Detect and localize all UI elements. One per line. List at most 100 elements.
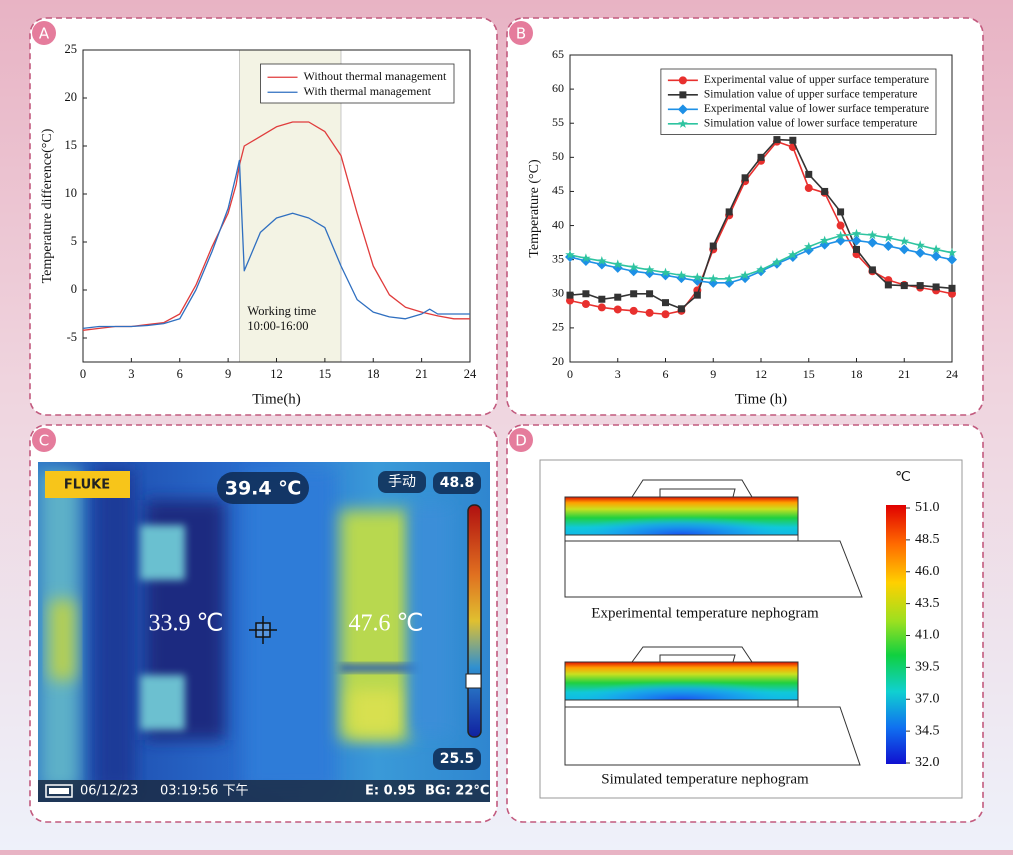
y-tick-label: 45 (552, 183, 564, 197)
marker (677, 305, 685, 313)
marker (867, 237, 878, 248)
marker (900, 282, 908, 290)
marker (582, 290, 590, 298)
marker (804, 241, 814, 251)
x-tick-label: 24 (946, 367, 958, 381)
scale-max: 48.8 (440, 475, 475, 491)
marker (851, 228, 862, 238)
emissivity: E: 0.95 (365, 784, 416, 799)
x-tick-label: 21 (898, 367, 910, 381)
legend-label: Simulation value of lower surface temper… (704, 118, 918, 130)
x-tick-label: 9 (225, 367, 231, 381)
marker (867, 230, 878, 240)
scale-bar (467, 504, 482, 738)
blob (50, 600, 75, 680)
legend-label: Without thermal management (304, 69, 447, 83)
blob (350, 690, 400, 735)
marker (947, 247, 957, 257)
y-tick-label: 0 (71, 282, 77, 296)
series-line (82, 159, 470, 330)
y-axis-label: Temperature (°C) (527, 159, 542, 258)
marker (597, 303, 606, 312)
marker (932, 283, 940, 291)
marker (837, 208, 845, 216)
marker (692, 272, 703, 282)
marker (883, 232, 894, 242)
y-tick-label: 65 (552, 47, 564, 61)
marker (581, 300, 590, 309)
caption: Simulated temperature nephogram (601, 771, 809, 787)
marker (868, 266, 876, 274)
mode: 手动 (388, 474, 416, 490)
x-tick-label: 0 (567, 367, 573, 381)
legend-label: Experimental value of upper surface temp… (704, 74, 929, 86)
marker (804, 184, 813, 193)
marker (644, 264, 655, 274)
battery-icon (45, 784, 73, 798)
marker (915, 247, 926, 258)
y-tick-label: 30 (552, 286, 564, 300)
x-tick-label: 0 (80, 367, 86, 381)
x-tick-label: 9 (710, 367, 716, 381)
center-temp: 39.4 ℃ (225, 478, 302, 500)
marker (566, 291, 574, 299)
x-tick-label: 21 (415, 367, 428, 381)
x-tick-label: 6 (177, 367, 183, 381)
y-tick-label: 15 (65, 138, 78, 152)
panel-letter: B (516, 25, 526, 43)
x-tick-label: 18 (367, 367, 380, 381)
legend-label: With thermal management (304, 84, 432, 98)
marker (821, 187, 829, 195)
y-tick-label: 20 (552, 354, 564, 368)
blob (340, 664, 420, 672)
center-temp-box (217, 472, 309, 504)
marker (899, 244, 910, 255)
x-tick-label: 18 (851, 367, 863, 381)
badge (32, 21, 56, 45)
badge (509, 428, 533, 452)
spot-left: 33.9 ℃ (149, 611, 224, 637)
y-tick-label: 35 (552, 251, 564, 265)
colorbar-label: 39.5 (915, 660, 940, 675)
marker (788, 249, 798, 259)
y-tick-label: 60 (552, 81, 564, 95)
y-tick-label: 50 (552, 149, 564, 163)
scale-max-box (433, 472, 481, 494)
y-tick-label: 25 (65, 42, 78, 56)
marker (931, 244, 941, 254)
mode-box (378, 471, 426, 493)
marker (708, 277, 719, 288)
marker (835, 230, 846, 240)
x-tick-label: 12 (270, 367, 283, 381)
marker (661, 310, 670, 319)
marker (725, 208, 733, 216)
x-tick-label: 3 (615, 367, 621, 381)
colorbar-label: 48.5 (915, 532, 940, 547)
chart-b: 20 25 30 35 40 45 50 55 60 65 0 3 6 9 12 15 18 21 24 Time (… (527, 47, 958, 408)
badge (509, 21, 533, 45)
scale-min: 25.5 (440, 751, 475, 767)
blob (140, 525, 185, 580)
badge (32, 428, 56, 452)
y-tick-label: 5 (71, 234, 77, 248)
marker (565, 249, 575, 259)
blob (140, 675, 185, 730)
x-axis-label: Time(h) (252, 391, 301, 407)
spot-right: 47.6 ℃ (349, 611, 424, 637)
marker (628, 266, 639, 277)
marker (597, 256, 607, 266)
x-tick-label: 12 (755, 367, 767, 381)
marker (581, 253, 591, 263)
annotation: 10:00-16:00 (247, 319, 308, 333)
blob (410, 505, 450, 735)
marker (628, 262, 639, 272)
panel-letter: D (515, 432, 527, 450)
marker (851, 235, 862, 246)
y-tick-label: 55 (552, 115, 564, 129)
marker (708, 273, 718, 283)
date: 06/12/23 (80, 784, 138, 799)
x-tick-label: 24 (464, 367, 477, 381)
colorbar-label: 51.0 (915, 500, 940, 515)
marker (740, 270, 750, 280)
